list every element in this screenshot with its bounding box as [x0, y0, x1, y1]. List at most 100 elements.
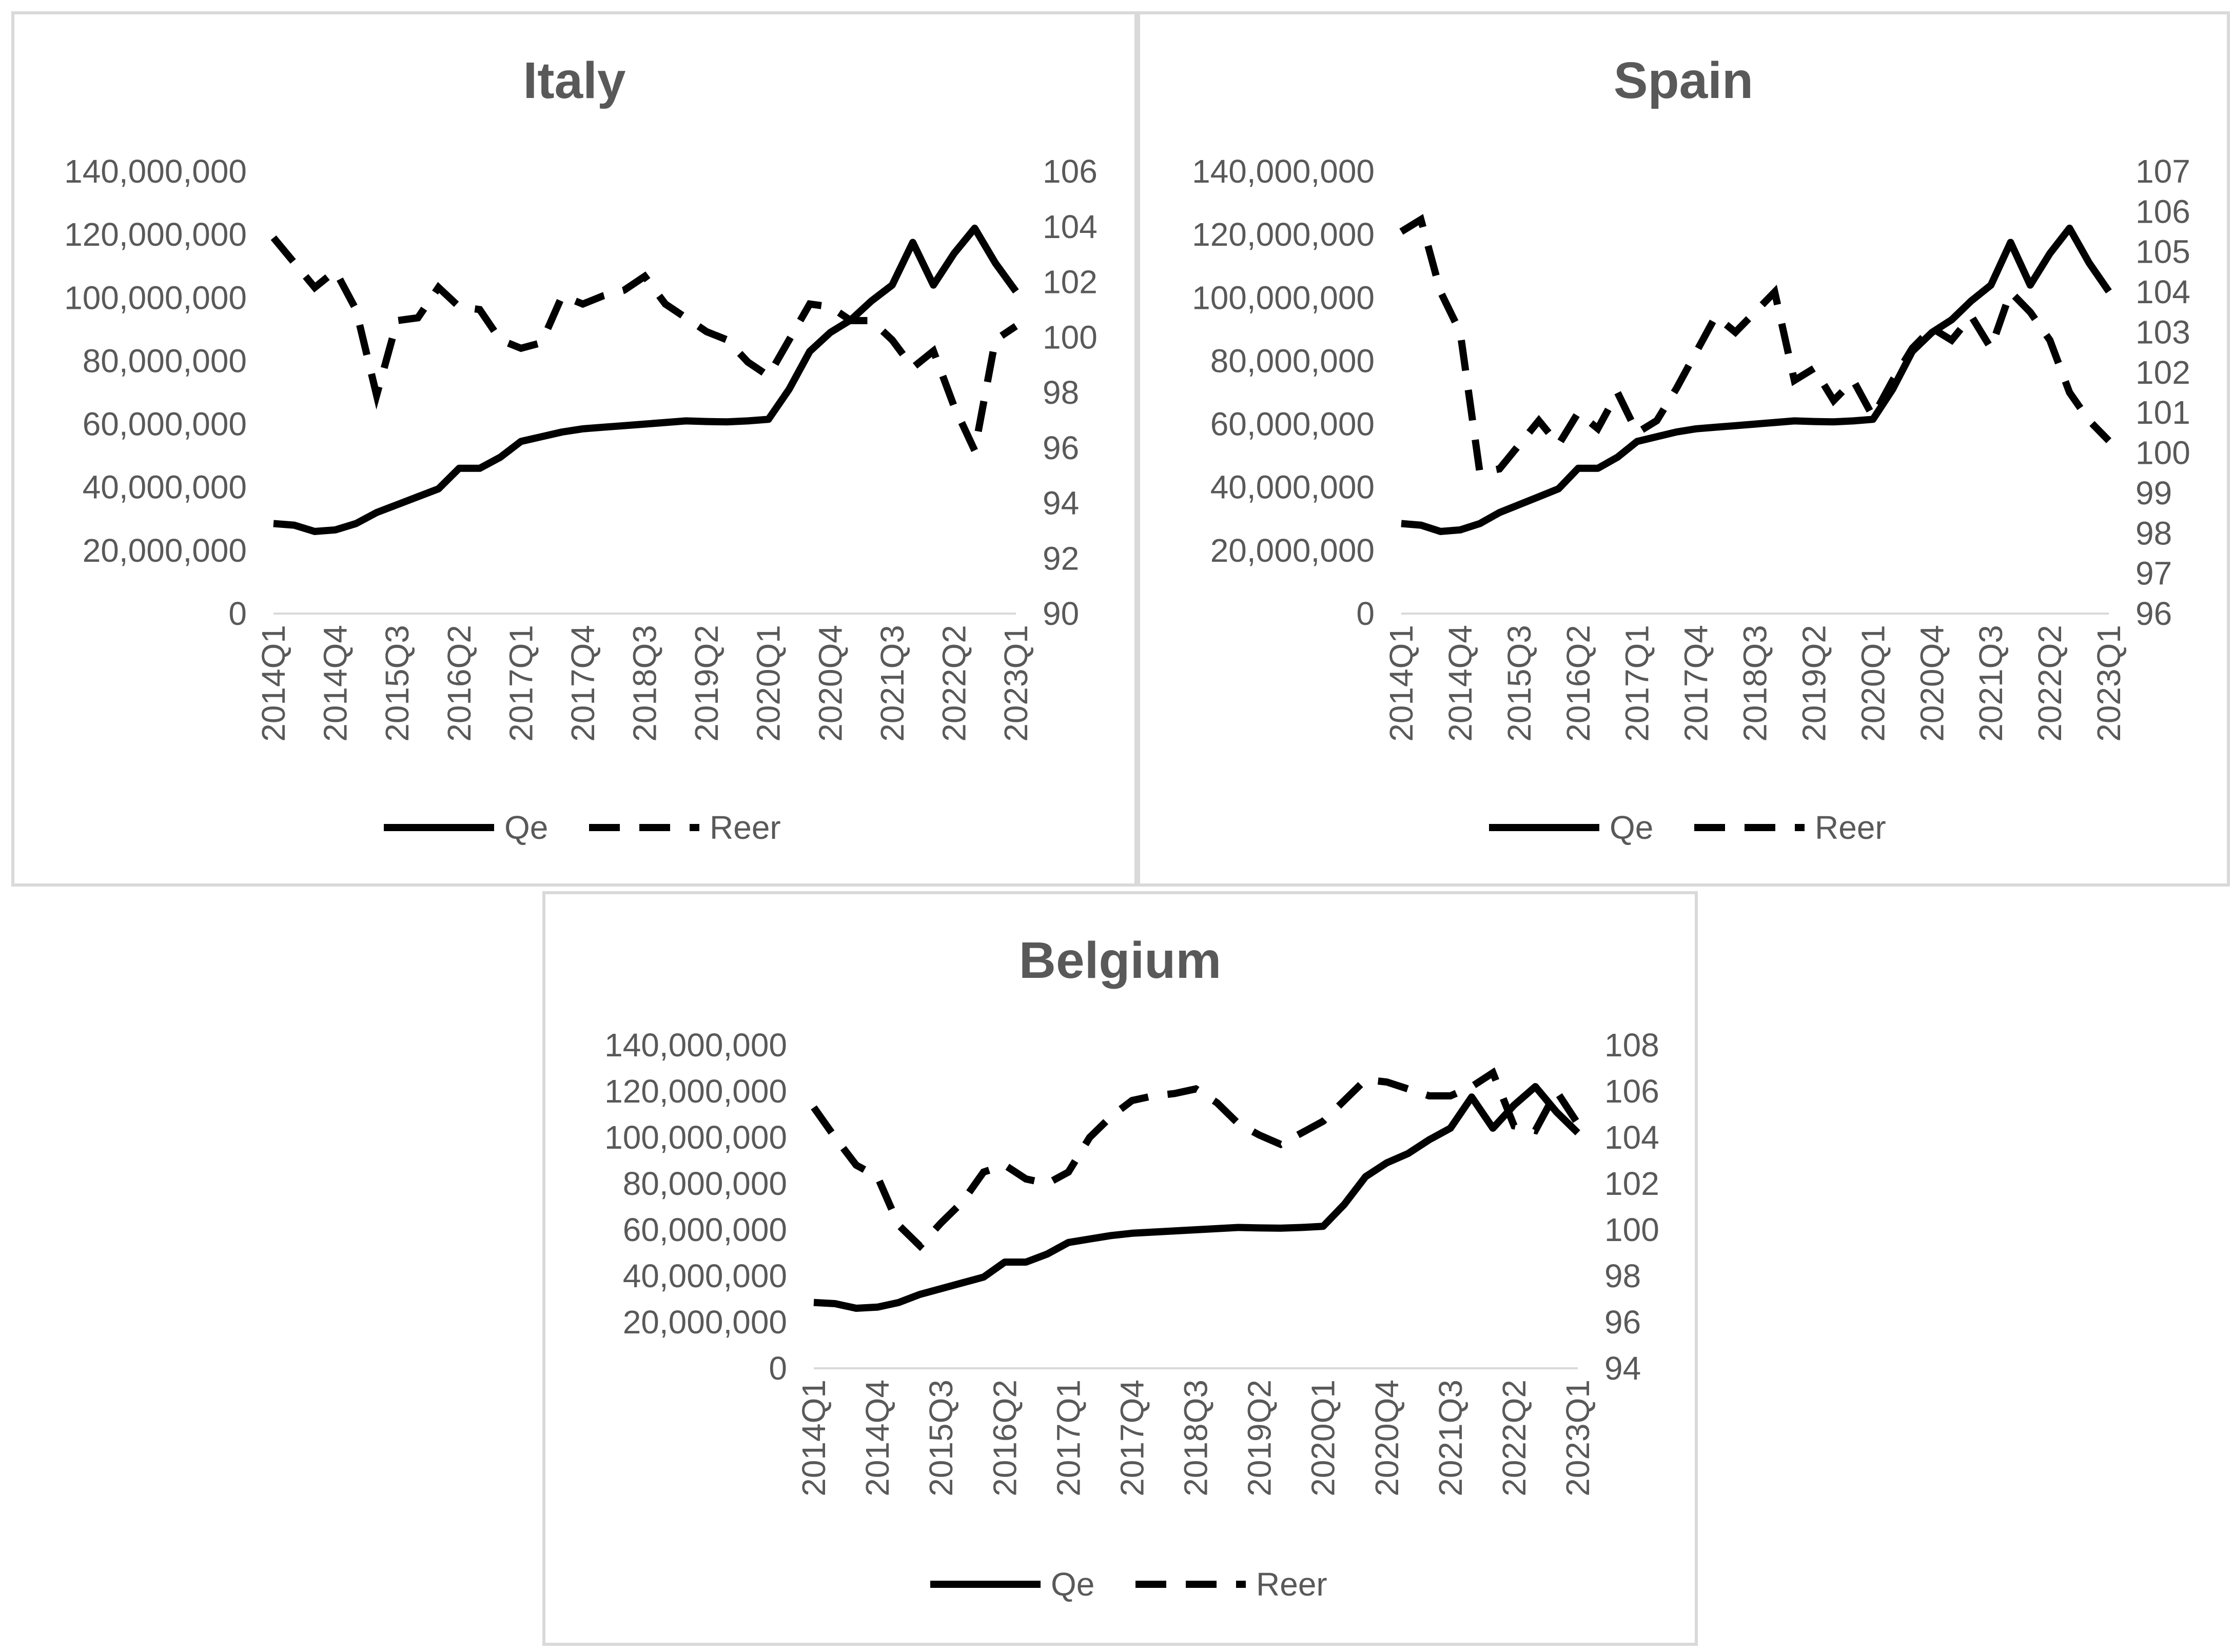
x-tick-label: 2022Q2 — [1496, 1380, 1533, 1497]
y-tick-label-right: 99 — [2136, 475, 2172, 512]
y-tick-label-right: 96 — [2136, 595, 2172, 632]
y-tick-label-left: 120,000,000 — [1192, 216, 1375, 253]
y-tick-label-right: 100 — [1043, 319, 1098, 356]
y-tick-label-right: 102 — [1604, 1165, 1659, 1202]
y-tick-label-right: 101 — [2136, 394, 2190, 431]
chart-panel-spain: Spain 0 20,000,000 40,000,000 60,000,000 80,… — [1137, 11, 2230, 887]
y-tick-label-right: 96 — [1043, 429, 1079, 466]
chart-spain: 0 20,000,000 40,000,000 60,000,000 80,000,00… — [1192, 153, 2190, 846]
x-tick-label: 2015Q3 — [1501, 625, 1538, 742]
x-tick-label: 2021Q3 — [1432, 1380, 1469, 1497]
x-tick-label: 2014Q1 — [1383, 625, 1420, 742]
x-tick-label: 2016Q2 — [1560, 625, 1597, 742]
chart-title: Italy — [523, 52, 626, 109]
x-tick-label: 2020Q4 — [1913, 625, 1950, 742]
x-tick-label: 2020Q1 — [750, 625, 787, 742]
y-tick-label-left: 40,000,000 — [623, 1257, 787, 1294]
y-tick-label-right: 94 — [1043, 485, 1079, 522]
x-tick-label: 2019Q2 — [688, 625, 725, 742]
y-tick-label-left: 140,000,000 — [1192, 153, 1375, 190]
y-tick-label-right: 103 — [2136, 313, 2190, 350]
y-tick-label-left: 40,000,000 — [83, 469, 247, 506]
y-tick-label-right: 104 — [1604, 1119, 1659, 1156]
x-tick-label: 2021Q3 — [874, 625, 911, 742]
x-tick-label: 2014Q1 — [795, 1380, 832, 1497]
x-tick-label: 2023Q1 — [2090, 625, 2127, 742]
y-tick-label-right: 102 — [1043, 264, 1098, 301]
x-tick-label: 2017Q4 — [564, 625, 601, 742]
data-point-reer — [1365, 1079, 1366, 1080]
x-tick-label: 2018Q3 — [1178, 1380, 1215, 1497]
y-tick-label-left: 60,000,000 — [83, 406, 247, 443]
y-tick-label-right: 98 — [1604, 1257, 1641, 1294]
y-tick-label-right: 94 — [1604, 1350, 1641, 1387]
data-point-reer — [1715, 316, 1716, 317]
legend-label: Qe — [1051, 1566, 1094, 1603]
y-tick-label-left: 100,000,000 — [604, 1119, 787, 1156]
y-tick-label-right: 100 — [2136, 435, 2190, 471]
x-tick-label: 2022Q2 — [2031, 625, 2068, 742]
y-tick-label-right: 106 — [1604, 1073, 1659, 1110]
y-tick-label-left: 20,000,000 — [623, 1304, 787, 1341]
data-point-reer — [962, 1202, 963, 1203]
data-point-reer — [1558, 444, 1559, 445]
data-point-reer — [1853, 380, 1854, 381]
legend-label: Reer — [710, 809, 781, 846]
y-tick-label-left: 20,000,000 — [1210, 532, 1375, 569]
x-tick-label: 2019Q2 — [1795, 625, 1832, 742]
x-tick-label: 2023Q1 — [997, 625, 1034, 742]
y-tick-label-left: 40,000,000 — [1210, 469, 1375, 506]
x-tick-label: 2014Q4 — [1442, 625, 1479, 742]
x-tick-label: 2015Q3 — [379, 625, 416, 742]
chart-belgium: 0 20,000,000 40,000,000 60,000,000 80,000,00… — [604, 1027, 1659, 1603]
y-tick-label-left: 100,000,000 — [64, 279, 247, 316]
x-tick-label: 2014Q1 — [255, 625, 292, 742]
x-tick-label: 2020Q1 — [1305, 1380, 1342, 1497]
y-tick-label-right: 107 — [2136, 153, 2190, 190]
y-tick-label-right: 98 — [2136, 515, 2172, 552]
x-tick-label: 2020Q4 — [812, 625, 849, 742]
y-tick-label-left: 80,000,000 — [83, 342, 247, 379]
data-point-reer — [871, 320, 872, 321]
y-tick-label-left: 100,000,000 — [1192, 279, 1375, 316]
y-tick-label-left: 20,000,000 — [83, 532, 247, 569]
y-tick-label-left: 60,000,000 — [1210, 406, 1375, 443]
x-tick-label: 2018Q3 — [1737, 625, 1774, 742]
x-tick-label: 2017Q1 — [1619, 625, 1656, 742]
y-tick-label-left: 0 — [228, 595, 247, 632]
data-point-reer — [294, 262, 295, 263]
x-tick-label: 2014Q4 — [317, 625, 354, 742]
y-tick-label-right: 90 — [1043, 595, 1079, 632]
series-line-qe — [273, 224, 1019, 535]
data-point-reer — [1617, 392, 1618, 393]
y-tick-label-right: 106 — [2136, 193, 2190, 230]
x-tick-label: 2017Q1 — [1050, 1380, 1087, 1497]
x-tick-label: 2018Q3 — [626, 625, 663, 742]
y-tick-label-right: 92 — [1043, 540, 1079, 577]
y-tick-label-left: 120,000,000 — [64, 216, 247, 253]
y-tick-label-left: 0 — [1356, 595, 1375, 632]
y-tick-label-left: 80,000,000 — [623, 1165, 787, 1202]
chart-panel-italy: Italy 0 20,000,000 40,000,000 60,000,000 80,… — [11, 11, 1138, 887]
y-tick-label-right: 102 — [2136, 354, 2190, 391]
y-tick-label-right: 97 — [2136, 555, 2172, 592]
y-tick-label-right: 105 — [2136, 233, 2190, 270]
x-tick-label: 2015Q3 — [923, 1380, 959, 1497]
data-point-reer — [397, 320, 398, 321]
data-point-reer — [898, 1225, 899, 1226]
legend-label: Qe — [1610, 809, 1653, 846]
chart-title: Spain — [1613, 52, 1754, 109]
x-tick-label: 2021Q3 — [1972, 625, 2009, 742]
series-line-reer — [270, 235, 1018, 462]
x-tick-label: 2019Q2 — [1241, 1380, 1278, 1497]
x-tick-label: 2017Q1 — [502, 625, 539, 742]
y-tick-label-right: 104 — [1043, 208, 1098, 245]
chart-title: Belgium — [1018, 932, 1222, 989]
y-tick-label-right: 106 — [1043, 153, 1098, 190]
x-tick-label: 2020Q1 — [1854, 625, 1891, 742]
x-tick-label: 2022Q2 — [935, 625, 972, 742]
data-point-reer — [1556, 1091, 1557, 1092]
y-tick-label-left: 120,000,000 — [604, 1073, 787, 1110]
y-tick-label-right: 100 — [1604, 1211, 1659, 1248]
x-tick-label: 2016Q2 — [441, 625, 478, 742]
